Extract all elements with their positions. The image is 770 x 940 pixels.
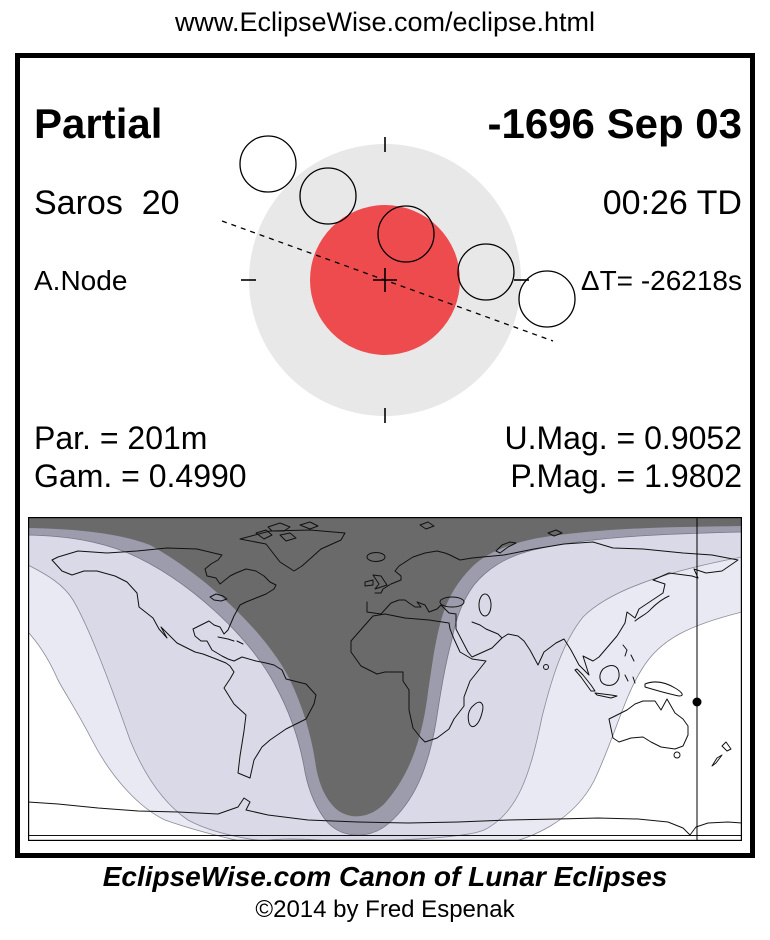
- title-block-right: -1696 Sep 03 00:26 TD ΔT= -26218s: [487, 66, 742, 337]
- delta-t-value: ΔT= -26218s: [580, 264, 742, 296]
- coast-caribbean: [217, 636, 244, 645]
- moon-position-1: [239, 135, 297, 193]
- coast-sri-lanka: [543, 664, 549, 670]
- coast-antarctica: [27, 797, 743, 836]
- eclipse-date: -1696 Sep 03: [487, 100, 742, 147]
- eclipse-card: Partial Saros 20 A.Node -1696 Sep 03 00:…: [15, 53, 755, 858]
- node-label: A.Node: [34, 264, 128, 296]
- cardinal-tick-marks: [241, 137, 529, 423]
- coast-eurasia: [374, 541, 739, 676]
- coast-borneo: [599, 665, 620, 686]
- shadow-geometry-diagram: [221, 135, 576, 423]
- coast-great-lakes: [209, 593, 228, 602]
- moon-position-2: [299, 167, 357, 225]
- moon-positions: [239, 135, 576, 328]
- eclipse-type-label: Partial: [34, 100, 163, 147]
- moon-position-4: [457, 243, 515, 301]
- coast-iceland: [366, 552, 386, 562]
- moon-position-5: [518, 270, 576, 328]
- shadow-center-cross: [373, 268, 397, 292]
- title-block-left: Partial Saros 20 A.Node: [34, 66, 180, 337]
- ecliptic-dashed-line: [221, 220, 554, 342]
- stat-umbral-magnitude: U.Mag. = 0.9052: [504, 420, 742, 456]
- coast-tasmania: [673, 751, 681, 759]
- coast-australia: [608, 698, 689, 750]
- eclipse-time: 00:26 TD: [602, 184, 742, 223]
- coast-new-zealand: [711, 741, 732, 767]
- coast-greenland: [239, 529, 346, 572]
- coast-japan: [634, 595, 670, 622]
- coast-sumatra-java: [574, 668, 636, 699]
- coast-africa: [350, 613, 487, 743]
- footer-copyright: ©2014 by Fred Espenak: [255, 895, 515, 923]
- coast-caspian-sea: [478, 593, 492, 617]
- coast-black-sea: [439, 596, 465, 608]
- visibility-zone-entire-eclipse: [28, 517, 742, 817]
- coast-arctic-islands: [255, 521, 563, 554]
- coast-arabia: [455, 619, 503, 658]
- coast-americas: [51, 547, 317, 779]
- sublunar-point-dot: [692, 697, 702, 707]
- coast-philippines: [622, 644, 635, 662]
- visibility-map: [27, 516, 743, 849]
- coast-madagascar: [467, 701, 484, 728]
- map-frame: [27, 516, 743, 842]
- stat-parallax: Par. = 201m: [34, 420, 208, 456]
- stats-row-1: Par. = 201m U.Mag. = 0.9052: [34, 420, 742, 457]
- moon-position-3: [377, 205, 435, 263]
- coast-south-europe: [366, 599, 457, 621]
- page-title-url: www.EclipseWise.com/eclipse.html: [174, 7, 596, 37]
- footer: EclipseWise.com Canon of Lunar Eclipses …: [0, 860, 770, 925]
- stat-penumbral-magnitude: P.Mag. = 1.9802: [510, 458, 742, 494]
- coast-british-isles: [364, 574, 388, 590]
- stat-gamma: Gam. = 0.4990: [34, 458, 247, 494]
- stats-row-2: Gam. = 0.4990 P.Mag. = 1.9802: [34, 458, 742, 495]
- coast-new-guinea: [644, 681, 683, 697]
- footer-title: EclipseWise.com Canon of Lunar Eclipses: [102, 861, 668, 892]
- saros-label: Saros 20: [34, 184, 180, 223]
- coastlines: [27, 521, 743, 836]
